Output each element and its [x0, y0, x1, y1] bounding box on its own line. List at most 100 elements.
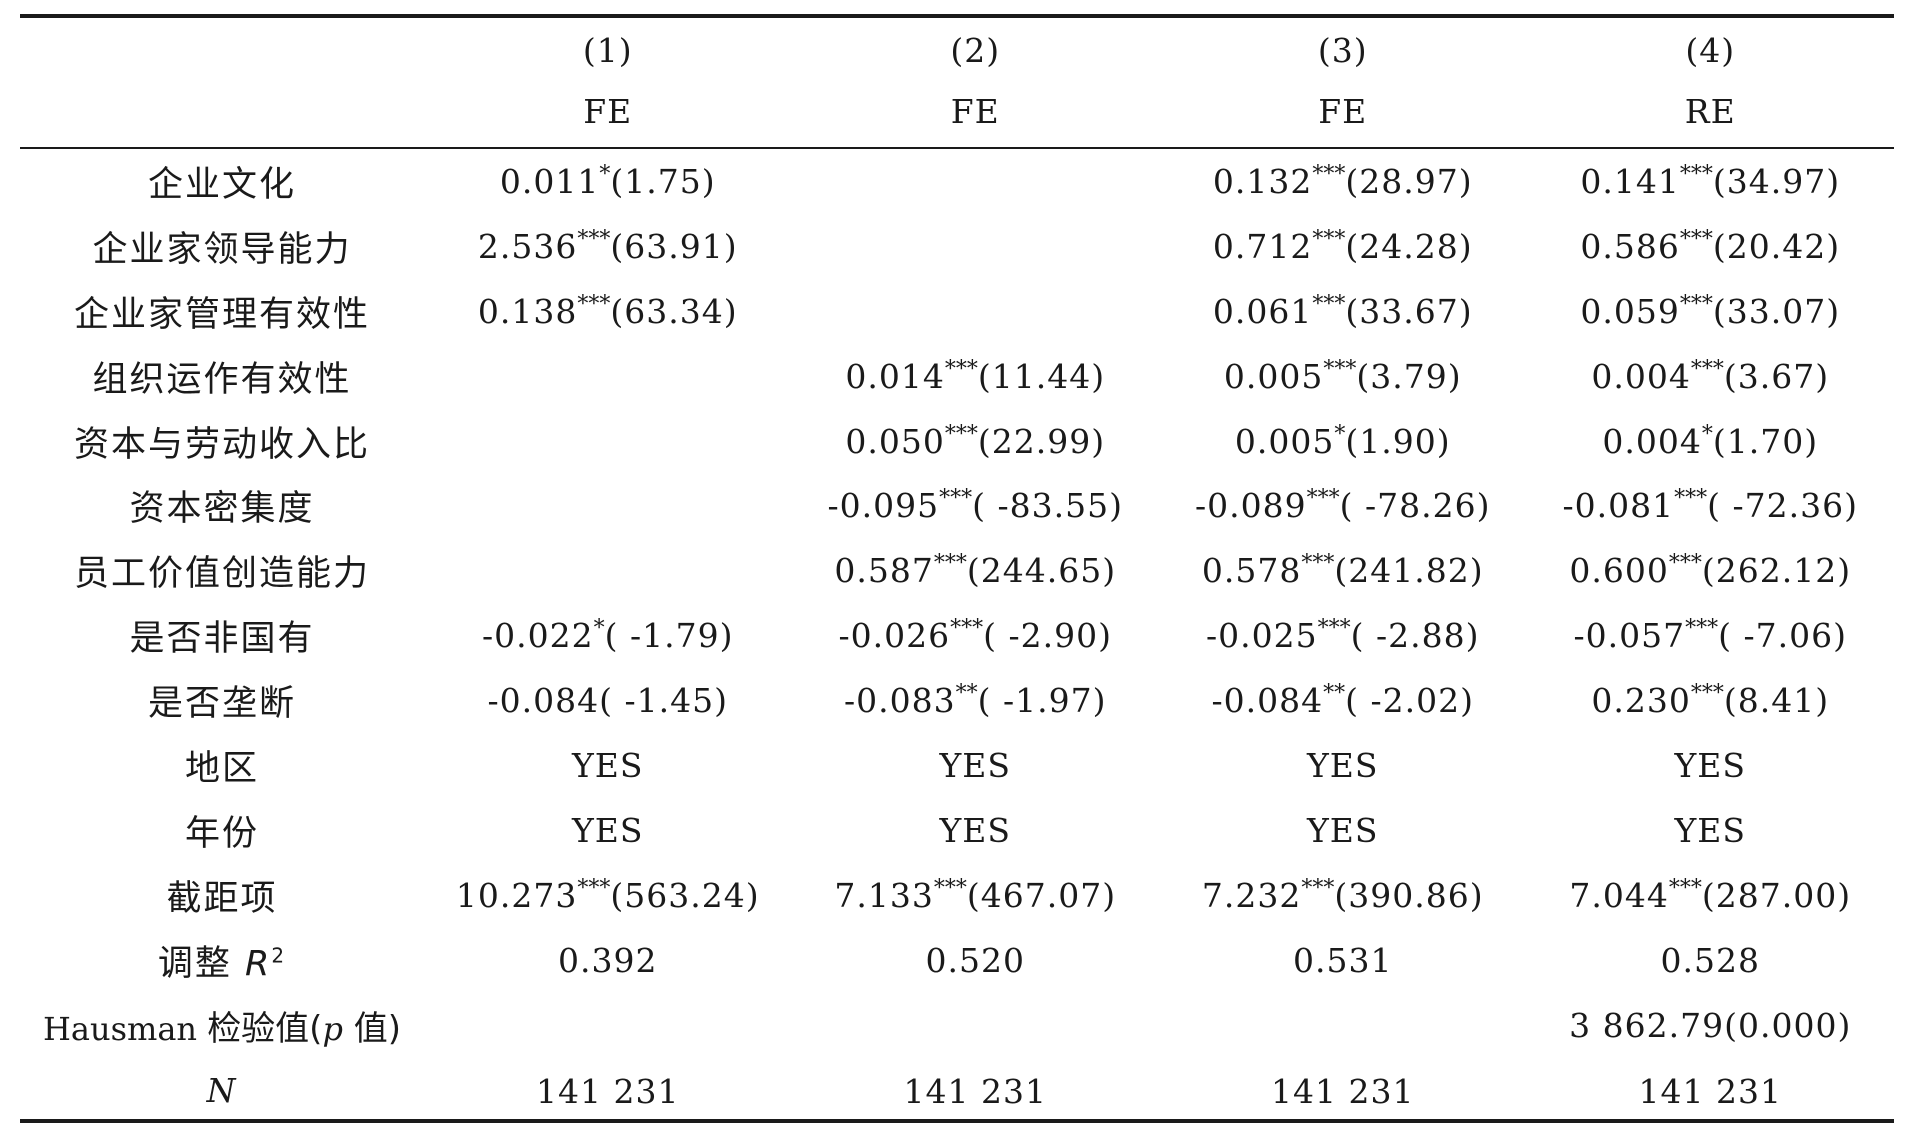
col-method: FE — [1318, 91, 1368, 131]
significance-stars: *** — [1668, 875, 1702, 901]
coefficient: 0.050 — [845, 421, 945, 461]
table-row: 组织运作有效性 0.014***(11.44) 0.005***(3.79) 0.00… — [20, 344, 1894, 409]
significance-stars: *** — [1301, 875, 1335, 901]
estimate-cell: -0.025***( -2.88) — [1159, 603, 1527, 668]
t-statistic: ( -78.26) — [1339, 486, 1491, 526]
stat-cell: 0.528 — [1660, 940, 1760, 980]
coefficient: 0.005 — [1223, 356, 1324, 396]
table-row: 地区 YES YES YES YES — [20, 733, 1894, 798]
t-statistic: (3.79) — [1356, 356, 1462, 396]
significance-stars: * — [1701, 421, 1713, 447]
stat-cell — [424, 993, 792, 1058]
coefficient: 0.059 — [1580, 291, 1680, 331]
coefficient: YES — [572, 810, 644, 850]
col-num: (1) — [582, 30, 633, 70]
estimate-cell — [792, 149, 1160, 214]
estimate-cell: -0.084( -1.45) — [424, 668, 792, 733]
coefficient: -0.095 — [827, 486, 940, 526]
estimate-cell — [424, 344, 792, 409]
estimate-cell: YES — [424, 798, 792, 863]
t-statistic: ( -72.36) — [1707, 486, 1858, 526]
significance-stars: *** — [1679, 291, 1713, 317]
estimate-cell: 0.011*(1.75) — [424, 149, 792, 214]
stat-cell: 3 862.79(0.000) — [1569, 1005, 1852, 1045]
significance-stars: *** — [1690, 681, 1724, 707]
t-statistic: (22.99) — [977, 421, 1106, 461]
significance-stars: ** — [1323, 681, 1346, 707]
coefficient: -0.083 — [844, 681, 956, 721]
significance-stars: *** — [1323, 356, 1357, 382]
t-statistic: (244.65) — [966, 551, 1117, 591]
table-row: 企业文化 0.011*(1.75) 0.132***(28.97) 0.141***(… — [20, 149, 1894, 214]
estimate-cell: 7.044***(287.00) — [1527, 863, 1895, 928]
estimate-cell — [792, 279, 1160, 344]
significance-stars: *** — [933, 551, 967, 577]
coefficient: 0.004 — [1591, 356, 1691, 396]
t-statistic: (3.67) — [1723, 356, 1830, 396]
label-text: Hausman — [42, 1009, 208, 1048]
estimate-cell: 0.586***(20.42) — [1527, 214, 1895, 279]
stat-cell: 0.392 — [558, 940, 658, 980]
stat-cell: 141 231 — [1638, 1071, 1782, 1111]
table-row: 是否垄断 -0.084( -1.45) -0.083**( -1.97) -0.084… — [20, 668, 1894, 733]
significance-stars: *** — [1317, 616, 1351, 642]
table-row: 企业家管理有效性 0.138***(63.34) 0.061***(33.67) 0.… — [20, 279, 1894, 344]
estimate-cell: 2.536***(63.91) — [424, 214, 792, 279]
coefficient: 0.011 — [499, 161, 600, 201]
significance-stars: *** — [944, 356, 978, 382]
t-statistic: (467.07) — [966, 875, 1117, 915]
coefficient: YES — [1307, 810, 1379, 850]
coefficient: -0.084 — [487, 681, 600, 721]
top-rule — [20, 14, 1894, 18]
coefficient: YES — [572, 745, 644, 785]
significance-stars: *** — [1306, 486, 1340, 512]
estimate-cell: YES — [792, 733, 1160, 798]
estimate-cell: 0.059***(33.07) — [1527, 279, 1895, 344]
t-statistic: (1.90) — [1345, 421, 1451, 461]
t-statistic: (11.44) — [977, 356, 1106, 396]
estimate-cell: 7.232***(390.86) — [1159, 863, 1527, 928]
row-label: N — [20, 1057, 424, 1125]
estimate-cell: 0.014***(11.44) — [792, 344, 1160, 409]
header-corner — [20, 78, 424, 144]
significance-stars: *** — [577, 875, 611, 901]
significance-stars: *** — [944, 421, 978, 447]
stat-cell: 0.520 — [925, 940, 1025, 980]
estimate-cell: 0.230***(8.41) — [1527, 668, 1895, 733]
significance-stars: *** — [939, 486, 973, 512]
stat-cell: 141 231 — [1271, 1071, 1415, 1111]
significance-stars: *** — [1690, 356, 1724, 382]
label-variable: p — [322, 1009, 343, 1048]
coefficient: 7.232 — [1201, 875, 1302, 915]
significance-stars: *** — [1301, 551, 1335, 577]
label-variable: N — [206, 1071, 238, 1111]
hausman-row: Hausman 检验值(p 值) 3 862.79(0.000) — [20, 993, 1894, 1058]
stat-cell: 0.531 — [1293, 940, 1393, 980]
stat-cell — [1159, 993, 1527, 1058]
row-label: 员工价值创造能力 — [73, 554, 370, 595]
estimate-cell: 0.578***(241.82) — [1159, 538, 1527, 603]
t-statistic: (20.42) — [1712, 226, 1841, 266]
estimate-cell: -0.089***( -78.26) — [1159, 473, 1527, 538]
header-row-methods: FE FE FE RE — [20, 78, 1894, 144]
coefficient: YES — [1674, 810, 1746, 850]
estimate-cell: -0.083**( -1.97) — [792, 668, 1160, 733]
coefficient: 0.586 — [1580, 226, 1680, 266]
coefficient: -0.025 — [1206, 616, 1318, 656]
header-rule — [20, 147, 1894, 149]
coefficient: YES — [939, 810, 1011, 850]
estimate-cell: -0.026***( -2.90) — [792, 603, 1160, 668]
coefficient: 10.273 — [455, 875, 578, 915]
col-method: RE — [1684, 91, 1736, 131]
regression-results-table: (1) (2) (3) (4) FE FE FE RE 企业文化 0.011*(1… — [20, 14, 1894, 1125]
col-method: FE — [950, 91, 1000, 131]
table-row: 年份 YES YES YES YES — [20, 798, 1894, 863]
significance-stars: *** — [1679, 161, 1713, 187]
coefficient: 0.132 — [1212, 161, 1313, 201]
estimate-cell — [424, 538, 792, 603]
row-label: 资本密集度 — [129, 489, 315, 530]
coefficient: -0.026 — [838, 616, 951, 656]
estimate-cell — [424, 473, 792, 538]
label-text-zh: 值) — [342, 1008, 402, 1049]
table-row: 资本与劳动收入比 0.050***(22.99) 0.005*(1.90) 0.004… — [20, 409, 1894, 474]
